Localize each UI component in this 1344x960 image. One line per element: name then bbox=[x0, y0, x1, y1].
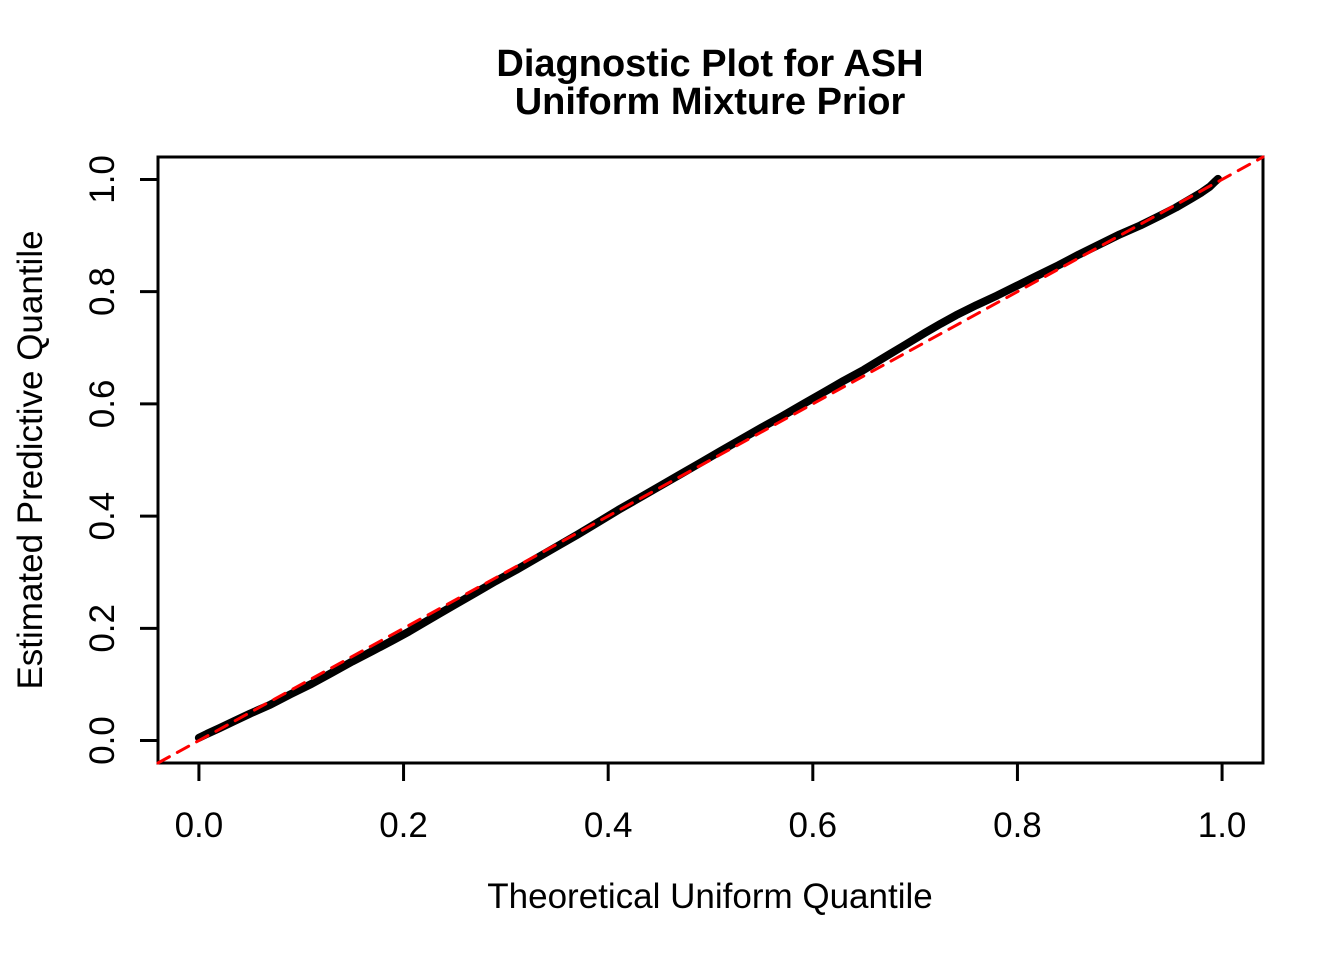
y-tick-label: 0.8 bbox=[83, 267, 122, 316]
x-axis-title: Theoretical Uniform Quantile bbox=[487, 877, 932, 916]
x-tick-label: 0.4 bbox=[584, 806, 633, 845]
x-tick-label: 1.0 bbox=[1198, 806, 1247, 845]
plot-title-line1: Diagnostic Plot for ASH bbox=[496, 43, 923, 85]
plot-box bbox=[156, 155, 1265, 765]
plot-title-line2: Uniform Mixture Prior bbox=[515, 81, 906, 123]
plot-area: 0.0 0.2 0.4 0.6 0.8 1.0 0.0 0.2 0.4 0.6 0.8 1.0 bbox=[83, 155, 1265, 845]
x-tick-label: 0.2 bbox=[379, 806, 428, 845]
estimated-predictive-quantiles bbox=[194, 174, 1222, 742]
x-tick-label: 0.6 bbox=[788, 806, 837, 845]
y-tick-label: 0.0 bbox=[83, 716, 122, 765]
identity-reference-line bbox=[156, 155, 1265, 765]
y-tick-label: 0.6 bbox=[83, 380, 122, 429]
y-tick-label: 0.2 bbox=[83, 604, 122, 653]
y-tick-label: 0.4 bbox=[83, 492, 122, 541]
x-tick-label: 0.8 bbox=[993, 806, 1042, 845]
y-tick-label: 1.0 bbox=[83, 155, 122, 204]
x-tick-label: 0.0 bbox=[175, 806, 224, 845]
y-axis-title: Estimated Predictive Quantile bbox=[11, 230, 50, 689]
